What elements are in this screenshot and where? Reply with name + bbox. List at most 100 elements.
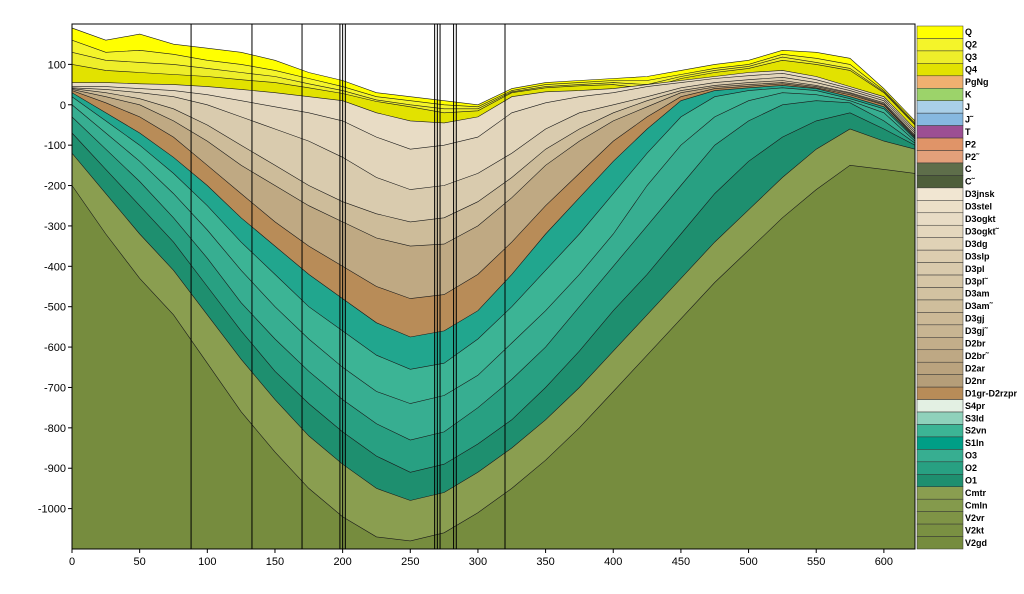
legend-label: D2br˜ <box>965 351 990 361</box>
y-axis: 100 0 -100 -200 -300 -400 -500 -600 -700 -800 -900… <box>38 59 72 516</box>
x-tick-label: 150 <box>266 556 284 568</box>
legend-swatch <box>916 212 964 226</box>
y-tick-label: 0 <box>60 100 66 112</box>
legend-swatch <box>916 449 964 463</box>
x-tick-label: 250 <box>401 556 419 568</box>
legend-swatch <box>916 436 964 450</box>
legend-swatch <box>916 224 964 238</box>
y-tick-label: -800 <box>44 423 66 435</box>
legend-swatch <box>916 125 964 139</box>
legend-label: P2 <box>965 139 976 149</box>
legend-swatch <box>916 536 964 550</box>
x-tick-label: 200 <box>333 556 351 568</box>
legend-label: Q2 <box>965 40 977 50</box>
legend-label: Cmln <box>965 500 988 510</box>
x-axis: 0 50 100 150 200 250 300 350 400 450 500 550 600 <box>69 549 893 568</box>
legend-swatch <box>916 162 964 176</box>
legend-label: D3ogkt <box>965 214 996 224</box>
legend-label: D3dg <box>965 239 988 249</box>
legend-swatch <box>916 262 964 276</box>
x-tick-label: 550 <box>807 556 825 568</box>
layers-group <box>72 27 915 549</box>
y-tick-label: -300 <box>44 221 66 233</box>
legend-label: D3pl˜ <box>965 276 989 286</box>
legend-swatch <box>916 175 964 189</box>
legend-swatch <box>916 486 964 500</box>
legend-swatch <box>916 511 964 525</box>
legend-label: J˜ <box>965 114 974 124</box>
legend: Q Q2 Q3 Q4 PgNg KJ J˜ T P2 P2˜ C C˜ D3jnsk D3stel D3og… <box>916 25 1018 550</box>
legend-swatch <box>916 411 964 425</box>
legend-swatch <box>916 361 964 375</box>
legend-label: P2˜ <box>965 152 980 162</box>
legend-swatch <box>916 150 964 164</box>
legend-label: O2 <box>965 463 977 473</box>
legend-swatch <box>916 100 964 114</box>
legend-label: V2vr <box>965 513 985 523</box>
legend-swatch <box>916 88 964 101</box>
legend-swatch <box>916 399 964 413</box>
legend-swatch <box>916 187 964 201</box>
legend-swatch <box>916 523 964 537</box>
legend-label: O3 <box>965 451 977 461</box>
layer-v2gd <box>72 164 915 549</box>
legend-swatch <box>916 63 964 77</box>
legend-label: D1gr-D2rzpr <box>965 388 1018 398</box>
legend-swatch <box>916 498 964 512</box>
legend-label: D2ar <box>965 363 986 373</box>
legend-swatch <box>916 374 964 388</box>
legend-swatch <box>916 274 964 288</box>
y-tick-label: -400 <box>44 261 66 273</box>
legend-swatch <box>916 50 964 64</box>
legend-label: D3gj <box>965 314 985 324</box>
legend-label: V2kt <box>965 525 984 535</box>
legend-swatch <box>916 137 964 151</box>
legend-swatch <box>916 112 964 126</box>
legend-swatch <box>916 474 964 487</box>
legend-label: Q4 <box>965 65 977 75</box>
y-tick-label: 100 <box>48 59 66 71</box>
x-tick-label: 500 <box>739 556 757 568</box>
x-tick-label: 50 <box>134 556 146 568</box>
legend-swatch <box>916 312 964 326</box>
legend-swatch <box>916 349 964 363</box>
legend-swatch <box>916 25 964 39</box>
legend-label: K <box>965 89 972 99</box>
x-tick-label: 100 <box>198 556 216 568</box>
x-tick-label: 350 <box>536 556 554 568</box>
legend-label: D2br <box>965 339 986 349</box>
y-tick-label: -600 <box>44 342 66 354</box>
legend-label: O1 <box>965 476 977 486</box>
y-tick-label: -100 <box>44 140 66 152</box>
x-tick-label: 450 <box>672 556 690 568</box>
legend-label: D3jnsk <box>965 189 996 199</box>
legend-label: J <box>965 102 970 112</box>
y-tick-label: -1000 <box>38 504 66 516</box>
y-tick-label: -900 <box>44 463 66 475</box>
legend-label: D3slp <box>965 251 990 261</box>
legend-swatch <box>916 200 964 214</box>
legend-label: Cmtr <box>965 488 986 498</box>
y-tick-label: -200 <box>44 181 66 193</box>
legend-label: S3ld <box>965 413 984 423</box>
legend-label: Q3 <box>965 52 977 62</box>
legend-label: D2nr <box>965 376 986 386</box>
y-tick-label: -700 <box>44 382 66 394</box>
legend-label: T <box>965 127 971 137</box>
legend-label: V2gd <box>965 538 987 548</box>
legend-swatch <box>916 38 964 52</box>
legend-label: Q <box>965 27 972 37</box>
legend-label: PgNg <box>965 77 989 87</box>
legend-swatch <box>916 386 964 400</box>
legend-label: D3am˜ <box>965 301 994 311</box>
legend-label: S1ln <box>965 438 984 448</box>
x-tick-label: 300 <box>469 556 487 568</box>
borehole-group <box>190 24 506 549</box>
legend-swatch <box>916 324 964 338</box>
x-tick-label: 0 <box>69 556 75 568</box>
legend-swatch <box>916 337 964 351</box>
plot-frame <box>71 23 916 550</box>
legend-label: D3pl <box>965 264 985 274</box>
legend-swatch <box>916 287 964 301</box>
